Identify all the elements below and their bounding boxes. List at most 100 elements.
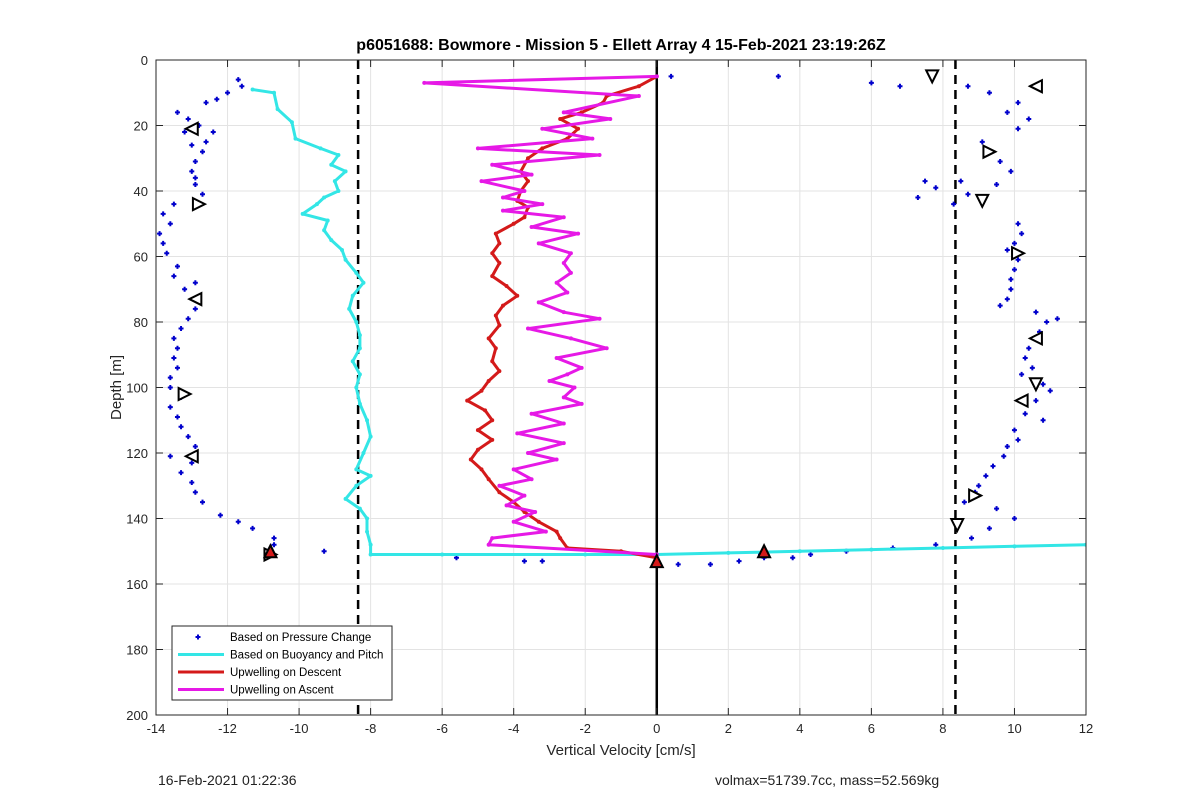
legend-label: Upwelling on Descent <box>230 667 342 679</box>
legend-swatch <box>195 634 201 640</box>
turning-marker <box>177 386 193 402</box>
series-point <box>554 529 559 534</box>
pressure-point <box>983 473 989 479</box>
series-point <box>515 431 520 436</box>
series-point <box>336 189 341 193</box>
series-point <box>343 496 348 501</box>
series-point <box>511 467 516 472</box>
y-tick-label: 140 <box>126 512 148 527</box>
series-point <box>536 519 541 524</box>
pressure-point <box>185 434 191 440</box>
series-point <box>490 162 495 167</box>
pressure-point <box>321 548 327 554</box>
y-tick-label: 0 <box>141 53 148 68</box>
pressure-point <box>271 535 277 541</box>
pressure-point <box>1029 365 1035 371</box>
series-point <box>526 451 530 455</box>
pressure-point <box>185 316 191 322</box>
series-point <box>526 326 530 331</box>
series-point <box>493 231 498 236</box>
pressure-point <box>933 185 939 191</box>
pressure-point <box>171 335 177 341</box>
pressure-point <box>171 355 177 361</box>
series-point <box>561 421 566 426</box>
series-point <box>522 215 527 220</box>
pressure-point <box>189 142 195 148</box>
pressure-point <box>250 525 256 531</box>
pressure-point <box>965 191 971 197</box>
y-tick-label: 120 <box>126 446 148 461</box>
series-point <box>357 346 362 351</box>
series-point <box>568 251 573 256</box>
pressure-point <box>160 240 166 246</box>
pressure-point <box>178 326 184 332</box>
turning-marker <box>968 487 984 504</box>
series-point <box>726 550 731 555</box>
series-point <box>486 378 491 383</box>
pressure-point <box>1008 168 1014 174</box>
turning-marker <box>1027 78 1043 94</box>
series-point <box>289 120 294 125</box>
pressure-point <box>1022 355 1028 361</box>
series-point <box>568 336 573 341</box>
series-point <box>497 369 502 374</box>
series-point <box>608 116 613 121</box>
pressure-point <box>965 83 971 89</box>
series-point <box>272 90 277 95</box>
series-point <box>511 221 516 226</box>
series-group <box>157 69 1086 569</box>
y-axis-label: Depth [m] <box>108 355 125 420</box>
pressure-point <box>167 404 173 410</box>
pressure-point <box>969 535 975 541</box>
footer-stats: volmax=51739.7cc, mass=52.569kg <box>715 772 940 788</box>
series-point <box>354 385 359 390</box>
pressure-point <box>997 159 1003 165</box>
series-point <box>479 388 484 393</box>
pressure-point <box>1011 240 1017 246</box>
series-point <box>479 467 484 472</box>
pressure-point <box>178 470 184 476</box>
x-tick-label: -12 <box>218 721 237 736</box>
pressure-point <box>167 375 173 381</box>
legend-label: Based on Buoyancy and Pitch <box>230 650 383 662</box>
pressure-point <box>160 211 166 217</box>
series-point <box>504 503 509 508</box>
pressure-point <box>185 116 191 122</box>
y-tick-label: 40 <box>134 184 148 199</box>
pressure-point <box>192 159 198 165</box>
pressure-point <box>164 250 170 256</box>
pressure-point <box>157 231 163 237</box>
series-point <box>368 434 373 439</box>
series-point <box>497 261 502 266</box>
legend-label: Based on Pressure Change <box>230 632 371 644</box>
series-point <box>869 547 874 552</box>
pressure-point <box>790 555 796 561</box>
series-point <box>597 152 602 157</box>
legend-label: Upwelling on Ascent <box>230 685 334 697</box>
series-point <box>318 146 323 151</box>
series-point <box>561 395 566 400</box>
pressure-point <box>217 512 223 518</box>
pressure-point <box>1019 231 1025 237</box>
series-point <box>940 545 945 550</box>
series-point <box>797 549 802 554</box>
pressure-point <box>958 178 964 184</box>
turning-marker <box>1027 330 1043 346</box>
pressure-point <box>203 139 209 145</box>
pressure-point <box>1015 437 1021 443</box>
pressure-point <box>171 273 177 279</box>
series-point <box>536 241 541 246</box>
series-point <box>558 116 563 121</box>
series-point <box>536 300 541 305</box>
pressure-point <box>1047 388 1053 394</box>
series-point <box>529 411 534 416</box>
series-point <box>329 238 334 243</box>
pressure-point <box>178 424 184 430</box>
pressure-point <box>1022 411 1028 417</box>
y-tick-label: 160 <box>126 577 148 592</box>
series-point <box>561 215 566 220</box>
series-point <box>475 428 480 433</box>
series-point <box>522 189 527 193</box>
pressure-point <box>897 83 903 89</box>
pressure-point <box>736 558 742 564</box>
